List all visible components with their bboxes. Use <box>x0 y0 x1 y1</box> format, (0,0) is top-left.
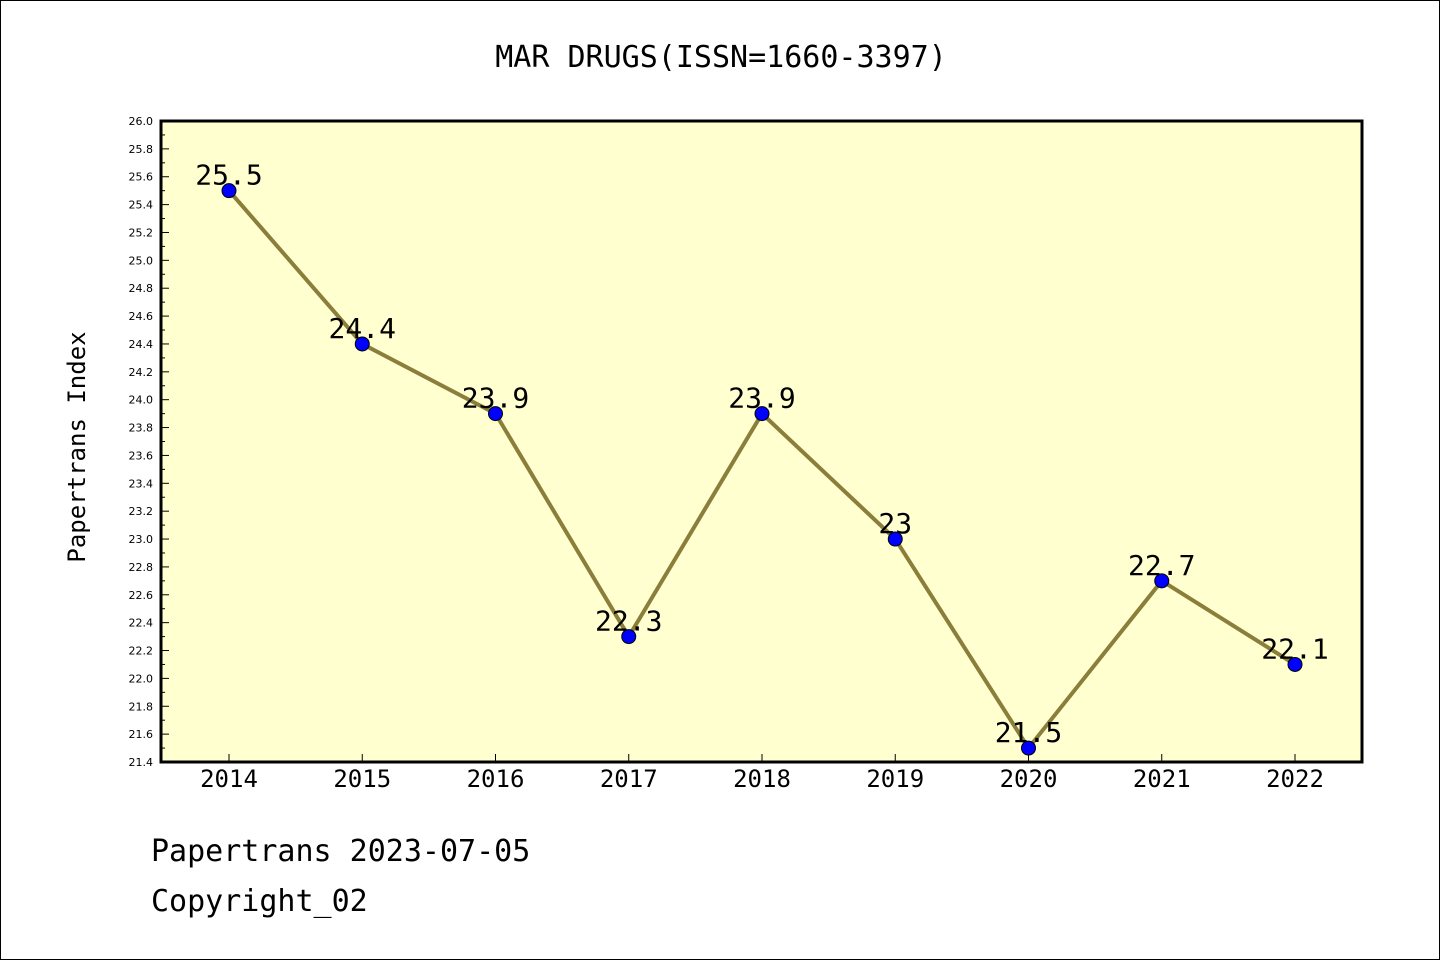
y-tick-label: 21.8 <box>129 700 154 713</box>
y-tick-label: 25.4 <box>129 199 154 212</box>
data-label: 22.3 <box>595 605 662 638</box>
y-tick-label: 25.8 <box>129 143 154 156</box>
data-point <box>887 531 903 547</box>
data-point <box>488 406 503 422</box>
x-axis: 2014 2015 2016 2017 2018 2019 2020 2021 2022 <box>200 754 1324 793</box>
y-tick-label: 22.8 <box>129 561 154 574</box>
x-tick-label: 2020 <box>1000 765 1058 793</box>
y-tick-label: 22.6 <box>129 589 154 602</box>
y-tick-label: 25.2 <box>129 226 154 239</box>
data-point <box>354 336 370 352</box>
data-markers <box>221 183 1303 756</box>
y-tick-label: 24.6 <box>129 310 154 323</box>
data-label: 25.5 <box>195 159 262 192</box>
y-tick-label: 25.0 <box>129 254 154 267</box>
y-tick-label: 24.0 <box>129 394 154 407</box>
data-label: 23.9 <box>728 382 795 415</box>
x-tick-label: 2018 <box>733 765 791 793</box>
y-tick-label: 23.8 <box>129 422 154 435</box>
chart-title: MAR DRUGS(ISSN=1660-3397) <box>495 40 947 75</box>
data-point <box>621 629 637 645</box>
footer-copyright: Copyright_02 <box>151 884 368 919</box>
y-tick-label: 21.6 <box>129 728 154 741</box>
data-label: 22.1 <box>1261 632 1328 665</box>
y-tick-label: 25.6 <box>129 171 154 184</box>
y-tick-label: 22.0 <box>129 672 154 685</box>
x-tick-label: 2014 <box>200 765 258 793</box>
data-labels: 25.5 24.4 23.9 22.3 23.9 23 21.5 22.7 22.1 <box>195 159 1328 749</box>
data-point <box>1021 740 1036 756</box>
plot-border <box>159 119 1364 764</box>
data-point <box>221 183 237 199</box>
y-tick-label: 21.4 <box>129 756 154 769</box>
x-tick-label: 2022 <box>1266 765 1324 793</box>
x-tick-label: 2016 <box>467 765 525 793</box>
data-point <box>1287 656 1303 672</box>
x-tick-label: 2017 <box>600 765 658 793</box>
y-tick-label: 22.2 <box>129 645 154 658</box>
y-axis: 21.4 21.6 21.8 22.0 22.2 22.4 22.6 22.8 23.0 23.2… <box>129 115 169 769</box>
y-tick-label: 22.4 <box>129 617 154 630</box>
data-label: 21.5 <box>995 716 1062 749</box>
data-point <box>754 406 770 422</box>
y-tick-label: 24.4 <box>129 338 154 351</box>
y-tick-label: 26.0 <box>129 115 154 128</box>
y-tick-label: 23.0 <box>129 533 154 546</box>
x-tick-label: 2015 <box>333 765 391 793</box>
y-tick-label: 23.6 <box>129 449 154 462</box>
y-tick-label: 24.2 <box>129 366 154 379</box>
y-tick-label: 23.2 <box>129 505 154 518</box>
y-axis-label: Papertrans Index <box>63 331 91 562</box>
data-label: 22.7 <box>1128 549 1195 582</box>
data-label: 23.9 <box>462 382 529 415</box>
x-tick-label: 2019 <box>866 765 924 793</box>
footer-date: Papertrans 2023-07-05 <box>151 834 531 869</box>
plot-area <box>161 121 1362 762</box>
x-tick-label: 2021 <box>1133 765 1191 793</box>
y-tick-label: 23.4 <box>129 477 154 490</box>
y-tick-label: 24.8 <box>129 282 154 295</box>
data-label: 23 <box>878 507 912 540</box>
data-label: 24.4 <box>329 312 396 345</box>
data-point <box>1154 573 1170 589</box>
